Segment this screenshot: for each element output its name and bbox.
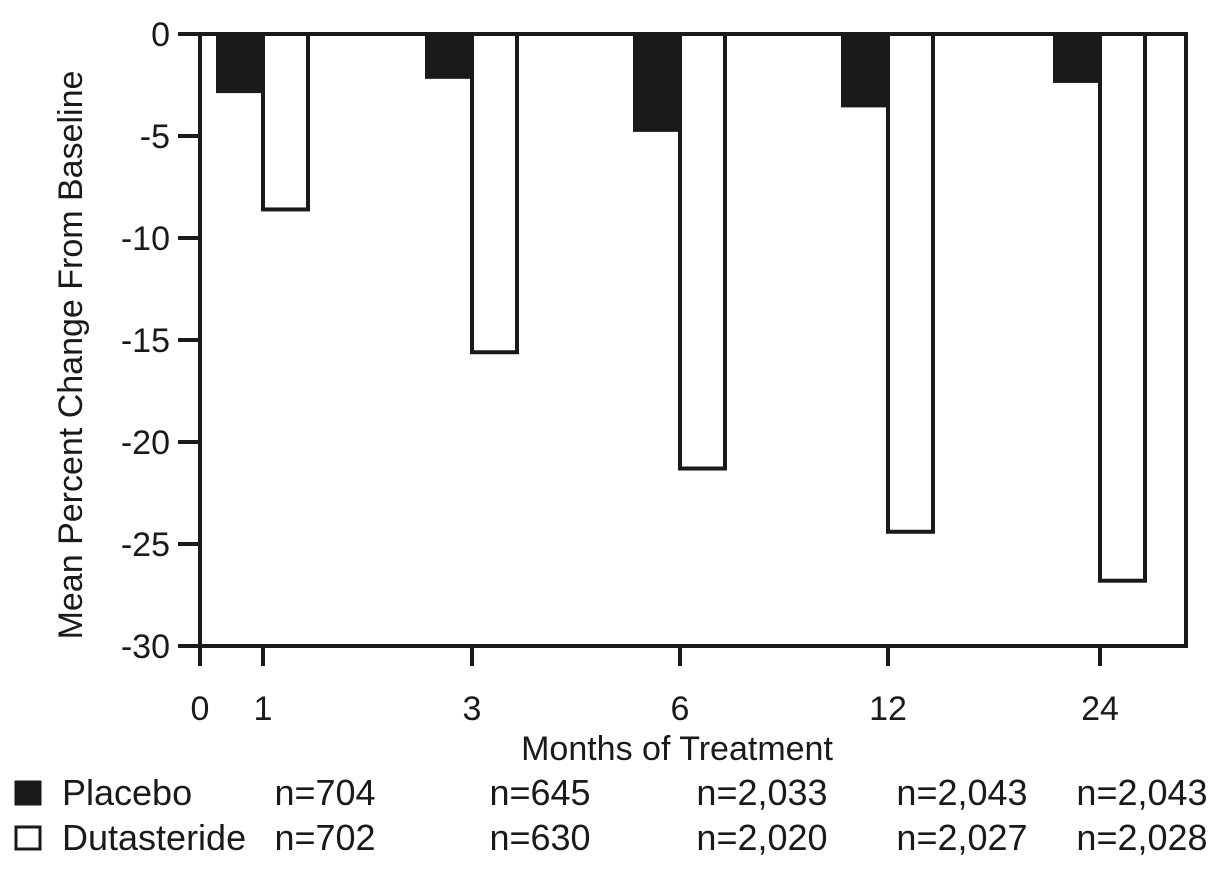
- y-tick-label: 0: [151, 16, 170, 54]
- dutasteride-legend-label: Dutasteride: [62, 817, 246, 858]
- placebo-sample-size-3: n=645: [489, 772, 590, 813]
- plot-area: 0 -5 -10 -15 -20 -25 -30 0 1 3 6 12 24: [121, 16, 1188, 728]
- placebo-sample-size-12: n=2,043: [896, 772, 1027, 813]
- dutasteride-sample-size-6: n=2,020: [696, 817, 827, 858]
- y-tick-label: -25: [121, 526, 170, 564]
- x-tick-label: 24: [1081, 690, 1119, 728]
- y-tick-label: -30: [121, 628, 170, 666]
- y-tick-label: -20: [121, 424, 170, 462]
- dutasteride-sample-size-12: n=2,027: [896, 817, 1027, 858]
- x-tick-label: 3: [463, 690, 482, 728]
- placebo-bar-24: [1053, 32, 1102, 83]
- dutasteride-bar-12: [886, 32, 935, 534]
- placebo-bar-1: [216, 32, 265, 94]
- dutasteride-bar-24: [1098, 32, 1147, 583]
- x-axis-title: Months of Treatment: [521, 730, 833, 768]
- dutasteride-bar-6: [678, 32, 727, 471]
- x-tick-label: 0: [191, 690, 210, 728]
- placebo-bar-3: [425, 32, 474, 79]
- legend: Placebo n=704 n=645 n=2,033 n=2,043 n=2,043 Du…: [14, 772, 1208, 858]
- placebo-bar-6: [633, 32, 682, 132]
- x-tick-label: 12: [869, 690, 907, 728]
- placebo-sample-size-24: n=2,043: [1076, 772, 1207, 813]
- y-tick-label: -5: [140, 118, 170, 156]
- x-tick-label: 1: [254, 690, 273, 728]
- placebo-legend-label: Placebo: [62, 772, 192, 813]
- y-tick-label: -10: [121, 220, 170, 258]
- placebo-bar-12: [841, 32, 890, 108]
- dutasteride-sample-size-1: n=702: [274, 817, 375, 858]
- dutasteride-sample-size-24: n=2,028: [1076, 817, 1207, 858]
- placebo-sample-size-1: n=704: [274, 772, 375, 813]
- y-tick-label: -15: [121, 322, 170, 360]
- dutasteride-sample-size-3: n=630: [489, 817, 590, 858]
- dutasteride-bar-1: [261, 32, 310, 212]
- dutasteride-legend-swatch: [14, 825, 42, 851]
- y-axis-title: Mean Percent Change From Baseline: [52, 71, 90, 640]
- placebo-sample-size-6: n=2,033: [696, 772, 827, 813]
- dutasteride-bar-3: [470, 32, 519, 355]
- x-tick-label: 6: [671, 690, 690, 728]
- placebo-legend-swatch: [14, 780, 42, 806]
